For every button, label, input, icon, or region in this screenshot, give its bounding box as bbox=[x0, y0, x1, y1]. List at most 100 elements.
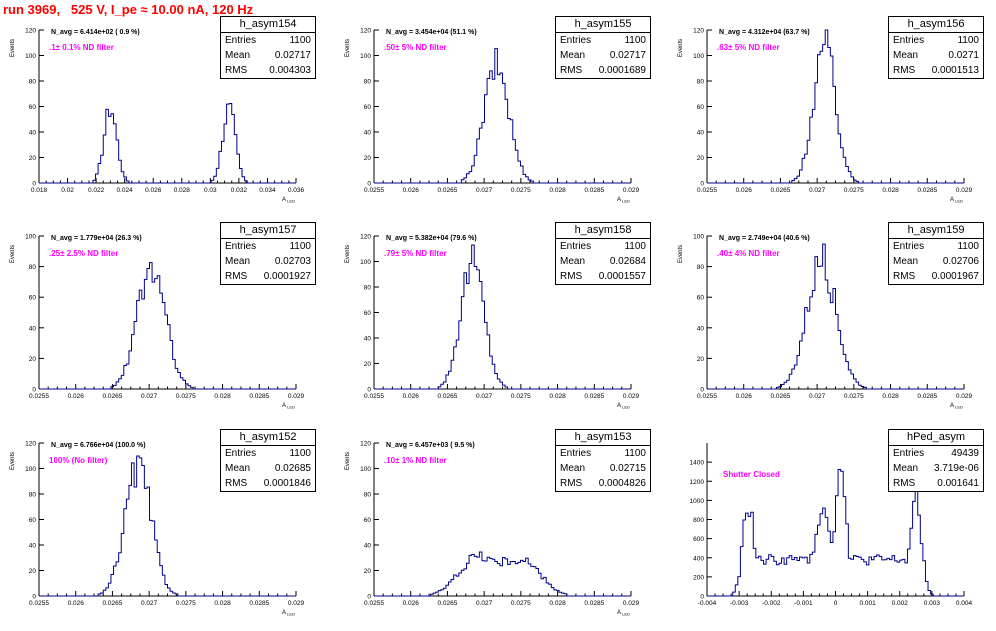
stats-row: Mean 0.02703 bbox=[221, 254, 315, 269]
x-tick-label: 0.0265 bbox=[437, 393, 457, 400]
x-tick-label: 0.027 bbox=[476, 187, 493, 194]
x-tick-label: 0.0255 bbox=[29, 600, 49, 607]
stats-value: 1100 bbox=[624, 35, 646, 46]
navg-label: N_avg = 3.454e+04 (51.1 %) bbox=[386, 29, 477, 36]
x-tick-label: 0.0255 bbox=[697, 187, 717, 194]
stats-row: RMS 0.0001513 bbox=[889, 63, 983, 78]
filter-label: .50± 5% ND filter bbox=[384, 43, 447, 52]
x-tick-label: 0.028 bbox=[882, 393, 899, 400]
stats-row: Mean 0.02706 bbox=[889, 254, 983, 269]
x-tick-label: 0.0255 bbox=[29, 393, 49, 400]
x-tick-label: 0.027 bbox=[476, 600, 493, 607]
stats-value: 0.02706 bbox=[942, 256, 979, 267]
x-tick-label: 0.029 bbox=[956, 393, 973, 400]
filter-label: .1± 0.1% ND filter bbox=[49, 43, 114, 52]
histogram-plot: 0.0255 0.026 0.0265 0.027 0.0275 0.028 0.0285 0… bbox=[10, 234, 305, 410]
filter-label: .40± 4% ND filter bbox=[717, 249, 780, 258]
x-tick-label: 0.0285 bbox=[584, 393, 604, 400]
y-tick-label: 800 bbox=[693, 517, 704, 524]
x-tick-label: 0.022 bbox=[88, 187, 105, 194]
x-tick-label: 0.029 bbox=[623, 600, 640, 607]
x-tick-label: 0.026 bbox=[736, 187, 753, 194]
x-tick-label: 0.0265 bbox=[102, 393, 122, 400]
y-tick-label: 100 bbox=[25, 53, 36, 60]
navg-label: N_avg = 4.312e+04 (63.7 %) bbox=[719, 29, 810, 36]
stats-key: Mean bbox=[893, 256, 919, 267]
y-tick-label: 1400 bbox=[690, 460, 705, 467]
y-tick-label: 20 bbox=[364, 155, 372, 162]
x-axis-title-sub: LED bbox=[286, 612, 295, 617]
x-tick-label: 0.028 bbox=[549, 393, 566, 400]
histogram-panel: 0.0255 0.026 0.0265 0.027 0.0275 0.028 0.0285 0… bbox=[5, 429, 330, 631]
y-tick-label: 0 bbox=[367, 387, 371, 394]
stats-key: Entries bbox=[560, 35, 592, 46]
y-tick-label: 0 bbox=[32, 387, 36, 394]
y-tick-label: 40 bbox=[364, 130, 372, 137]
y-tick-label: 60 bbox=[364, 104, 372, 111]
x-tick-label: 0.024 bbox=[117, 187, 134, 194]
y-tick-label: 0 bbox=[32, 181, 36, 188]
stats-value: 0.004303 bbox=[269, 65, 311, 76]
y-tick-label: 0 bbox=[32, 594, 36, 601]
stats-value: 0.02684 bbox=[609, 256, 646, 267]
page-title: run 3969, 525 V, I_pe ≈ 10.00 nA, 120 Hz bbox=[3, 2, 254, 17]
stats-box: h_asym157 Entries 1100 Mean 0.02703 RMS 0.0001… bbox=[220, 222, 316, 285]
histogram-panel: 0.0255 0.026 0.0265 0.027 0.0275 0.028 0.0285 0… bbox=[340, 16, 665, 218]
stats-title: h_asym154 bbox=[221, 17, 315, 33]
histogram-panel: -0.004 -0.003 -0.002 -0.001 0 0.001 0.002 0.003… bbox=[673, 429, 996, 631]
x-tick-label: 0.0265 bbox=[770, 187, 790, 194]
navg-label: N_avg = 1.779e+04 (26.3 %) bbox=[51, 235, 142, 242]
stats-row: RMS 0.0001927 bbox=[221, 269, 315, 284]
x-tick-label: -0.004 bbox=[698, 600, 717, 607]
y-tick-label: 80 bbox=[364, 285, 372, 292]
stats-key: Entries bbox=[560, 448, 592, 459]
x-tick-label: 0.0255 bbox=[364, 600, 384, 607]
stats-value: 0.0001967 bbox=[931, 271, 979, 282]
x-tick-label: 0.0285 bbox=[584, 600, 604, 607]
histogram-plot: 0.0255 0.026 0.0265 0.027 0.0275 0.028 0.0285 0… bbox=[678, 234, 973, 410]
y-tick-label: 80 bbox=[29, 79, 37, 86]
filter-label: .63± 5% ND filter bbox=[717, 43, 780, 52]
y-tick-label: 100 bbox=[25, 466, 36, 473]
navg-label: N_avg = 6.766e+04 (100.0 %) bbox=[51, 442, 146, 449]
y-tick-label: 120 bbox=[360, 28, 371, 35]
x-tick-label: 0.032 bbox=[231, 187, 248, 194]
x-axis-title: A LED bbox=[950, 197, 963, 204]
x-tick-label: 0.029 bbox=[288, 600, 305, 607]
x-tick-label: 0.027 bbox=[476, 393, 493, 400]
y-tick-label: 120 bbox=[25, 28, 36, 35]
x-tick-label: 0.026 bbox=[403, 600, 420, 607]
histogram-plot: 0.0255 0.026 0.0265 0.027 0.0275 0.028 0.0285 0… bbox=[345, 28, 640, 204]
stats-row: Entries 1100 bbox=[221, 446, 315, 461]
stats-key: RMS bbox=[560, 478, 583, 489]
stats-title: h_asym153 bbox=[556, 430, 650, 446]
stats-title: h_asym155 bbox=[556, 17, 650, 33]
x-tick-label: -0.003 bbox=[730, 600, 749, 607]
y-tick-label: 60 bbox=[697, 104, 705, 111]
y-axis-title: Events bbox=[345, 245, 351, 263]
histogram-plot: -0.004 -0.003 -0.002 -0.001 0 0.001 0.002 0.003… bbox=[690, 443, 973, 607]
x-tick-label: 0.0265 bbox=[102, 600, 122, 607]
y-tick-label: 40 bbox=[29, 130, 37, 137]
stats-key: Mean bbox=[560, 50, 586, 61]
stats-title: h_asym152 bbox=[221, 430, 315, 446]
stats-row: Entries 1100 bbox=[889, 33, 983, 48]
stats-value: 1100 bbox=[957, 241, 979, 252]
x-axis-title: A LED bbox=[282, 403, 295, 410]
histogram-plot: 0.018 0.02 0.022 0.024 0.026 0.028 0.03 0.032 0.… bbox=[10, 28, 305, 204]
y-tick-label: 20 bbox=[29, 356, 37, 363]
filter-label: .79± 5% ND filter bbox=[384, 249, 447, 258]
x-tick-label: 0.003 bbox=[924, 600, 941, 607]
y-tick-label: 600 bbox=[693, 536, 704, 543]
x-tick-label: 0.03 bbox=[204, 187, 217, 194]
x-axis-title: A LED bbox=[617, 197, 630, 204]
x-axis-title: A LED bbox=[950, 403, 963, 410]
x-tick-label: 0.028 bbox=[214, 600, 231, 607]
y-tick-label: 0 bbox=[700, 181, 704, 188]
stats-box: h_asym154 Entries 1100 Mean 0.02717 RMS 0.0043… bbox=[220, 16, 316, 79]
x-tick-label: 0.0255 bbox=[364, 393, 384, 400]
stats-box: h_asym153 Entries 1100 Mean 0.02715 RMS 0.0004… bbox=[555, 429, 651, 492]
y-tick-label: 40 bbox=[29, 325, 37, 332]
x-tick-label: 0.029 bbox=[623, 187, 640, 194]
x-tick-label: 0.0285 bbox=[917, 187, 937, 194]
